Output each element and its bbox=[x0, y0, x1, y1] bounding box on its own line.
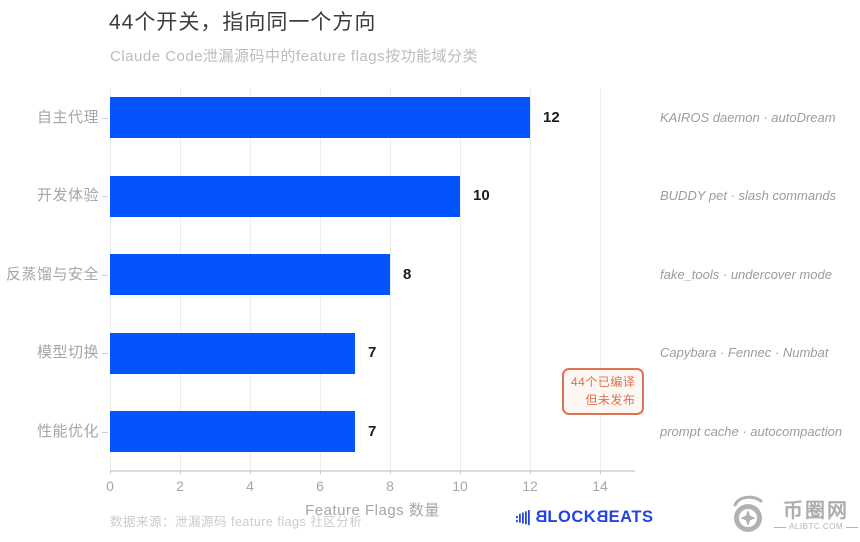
bar-annotation-2: fake_tools · undercover mode bbox=[660, 266, 832, 282]
bar-开发体验 bbox=[110, 175, 460, 217]
x-tick-label: 14 bbox=[592, 478, 608, 494]
bar-annotation-4: prompt cache · autocompaction bbox=[660, 423, 843, 439]
bar-value-label: 8 bbox=[403, 265, 412, 283]
x-tick-mark bbox=[460, 470, 461, 474]
x-tick-mark bbox=[110, 470, 111, 474]
x-tick-mark bbox=[600, 470, 601, 474]
x-tick-mark bbox=[250, 470, 251, 474]
x-tick-label: 10 bbox=[452, 478, 468, 494]
chart-title: 44个开关，指向同一个方向 bbox=[109, 11, 377, 34]
x-axis-title: Feature Flags 数量 bbox=[305, 502, 440, 519]
note-line-1: 44个已编译 bbox=[571, 375, 636, 389]
bar-value-label: 12 bbox=[543, 108, 560, 126]
gridline bbox=[530, 88, 531, 470]
x-tick-mark bbox=[180, 470, 181, 474]
x-tick-label: 6 bbox=[316, 478, 324, 494]
bar-模型切换 bbox=[110, 332, 355, 374]
y-tick-mark bbox=[102, 274, 108, 276]
data-source-note: 数据来源：泄漏源码 feature flags 社区分析 bbox=[110, 515, 363, 529]
bar-annotation-0: KAIROS daemon · autoDream bbox=[660, 109, 836, 125]
note-line-2: 但未发布 bbox=[585, 393, 636, 407]
category-label-1: 开发体验 bbox=[36, 187, 99, 204]
category-label-0: 自主代理 bbox=[36, 108, 99, 126]
watermark-name: 币圈网 bbox=[783, 500, 850, 522]
x-tick-label: 0 bbox=[106, 478, 114, 494]
gridline bbox=[600, 88, 601, 470]
watermark: 币圈网 ALIBTC.COM bbox=[727, 493, 858, 539]
bar-value-label: 10 bbox=[473, 187, 490, 204]
bar-自主代理 bbox=[110, 97, 530, 138]
watermark-coin-icon bbox=[733, 495, 763, 532]
x-tick-label: 4 bbox=[246, 478, 254, 494]
gridline bbox=[390, 88, 391, 470]
x-tick-mark bbox=[320, 470, 321, 474]
category-label-3: 模型切换 bbox=[36, 344, 99, 361]
blockbeats-logo: BLOCKBEATS bbox=[516, 508, 653, 527]
x-tick-label: 2 bbox=[176, 478, 184, 494]
x-tick-label: 8 bbox=[386, 478, 394, 494]
bar-annotation-3: Capybara · Fennec · Numbat bbox=[660, 345, 829, 360]
category-label-4: 性能优化 bbox=[36, 422, 99, 440]
chart-subtitle: Claude Code泄漏源码中的feature flags按功能域分类 bbox=[110, 48, 479, 65]
plot-area: 12 10 8 7 7 bbox=[110, 88, 635, 472]
y-tick-mark bbox=[102, 196, 108, 197]
bar-性能优化 bbox=[110, 411, 355, 452]
y-tick-mark bbox=[102, 117, 108, 119]
x-tick-mark bbox=[530, 470, 531, 474]
bar-value-label: 7 bbox=[368, 344, 377, 361]
watermark-domain: ALIBTC.COM bbox=[774, 522, 858, 532]
x-tick-label: 12 bbox=[522, 478, 538, 494]
bar-annotation-1: BUDDY pet · slash commands bbox=[660, 188, 837, 203]
annotation-note-box: 44个已编译 但未发布 bbox=[562, 368, 645, 415]
blockbeats-wordmark: BLOCKBEATS bbox=[535, 508, 654, 526]
bar-value-label: 7 bbox=[368, 422, 377, 440]
y-tick-mark bbox=[102, 431, 108, 433]
bar-反蒸馏与安全 bbox=[110, 254, 390, 295]
gridline bbox=[460, 88, 461, 470]
blockbeats-bars-icon bbox=[516, 509, 530, 525]
x-tick-mark bbox=[390, 470, 391, 474]
y-tick-mark bbox=[102, 353, 108, 354]
category-label-2: 反蒸馏与安全 bbox=[5, 265, 99, 283]
